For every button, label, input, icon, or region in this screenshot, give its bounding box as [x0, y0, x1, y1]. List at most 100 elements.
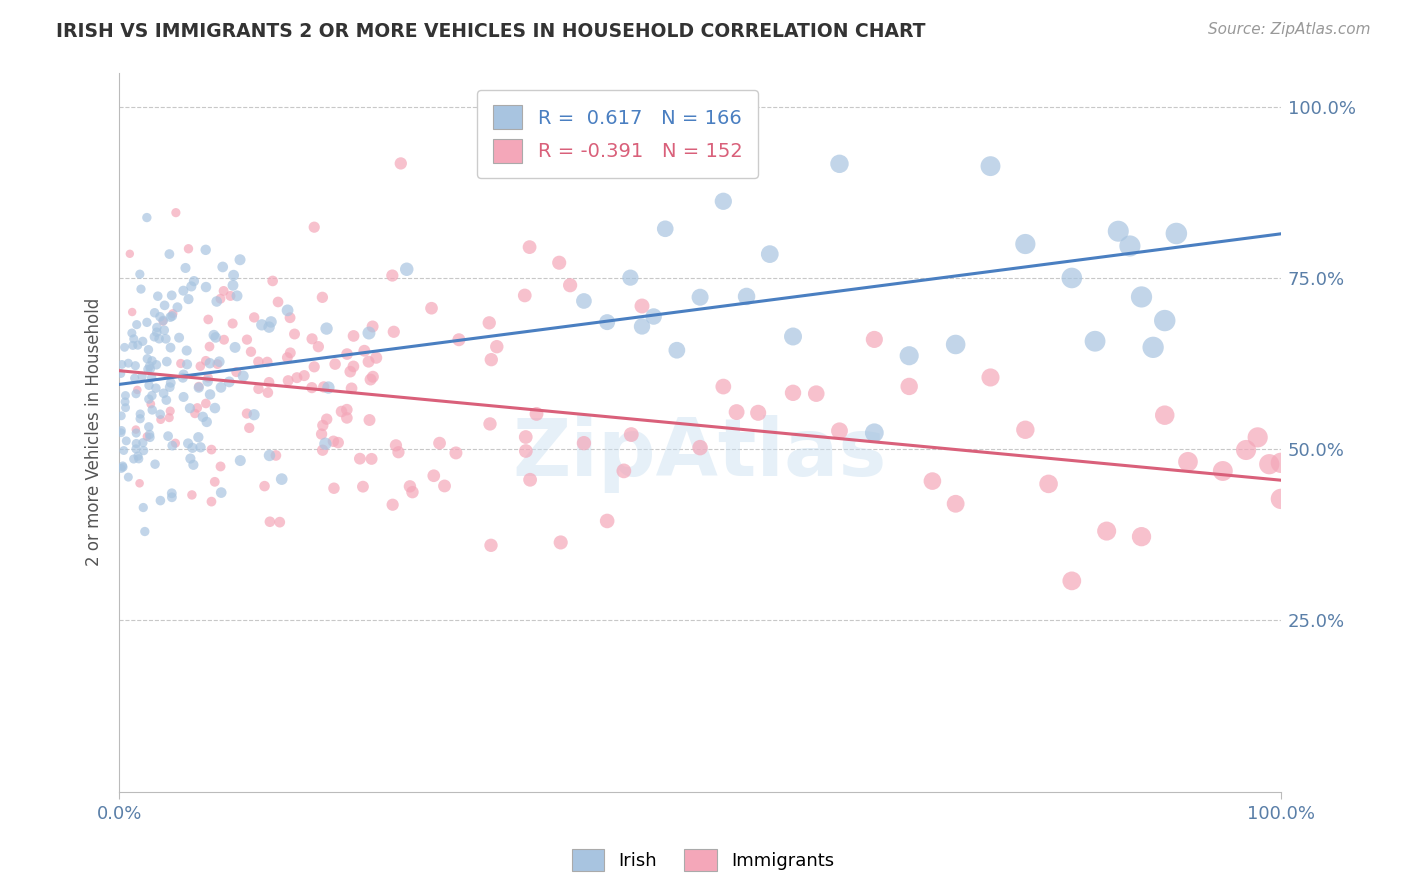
Point: [336, 402, 359, 417]
Point: [160, 486, 183, 500]
Point: [132, 435, 155, 450]
Point: [759, 247, 782, 261]
Point: [301, 381, 323, 395]
Point: [353, 343, 375, 358]
Point: [314, 436, 336, 450]
Point: [433, 479, 456, 493]
Point: [1270, 456, 1292, 470]
Point: [221, 317, 243, 331]
Point: [184, 407, 207, 421]
Point: [1258, 457, 1281, 471]
Point: [139, 397, 162, 411]
Point: [339, 365, 361, 379]
Point: [146, 289, 169, 303]
Point: [349, 451, 371, 466]
Point: [172, 370, 194, 384]
Point: [423, 468, 446, 483]
Text: ZipAtlas: ZipAtlas: [513, 415, 887, 493]
Point: [194, 243, 217, 257]
Point: [218, 375, 240, 389]
Point: [152, 386, 174, 401]
Point: [572, 436, 595, 450]
Point: [366, 351, 388, 365]
Point: [360, 451, 382, 466]
Point: [240, 344, 263, 359]
Point: [124, 359, 146, 373]
Point: [179, 451, 201, 466]
Point: [1060, 574, 1083, 588]
Point: [187, 430, 209, 444]
Point: [212, 284, 235, 298]
Point: [198, 340, 221, 354]
Point: [257, 385, 280, 400]
Point: [129, 282, 152, 296]
Point: [114, 388, 136, 402]
Point: [173, 390, 195, 404]
Point: [146, 320, 169, 334]
Point: [399, 479, 422, 493]
Point: [125, 425, 148, 440]
Point: [253, 479, 276, 493]
Point: [152, 313, 174, 327]
Point: [285, 370, 308, 384]
Point: [121, 305, 143, 319]
Point: [515, 430, 537, 444]
Point: [478, 316, 501, 330]
Point: [125, 436, 148, 450]
Point: [312, 418, 335, 433]
Point: [613, 464, 636, 478]
Point: [211, 260, 233, 274]
Point: [162, 439, 184, 453]
Point: [270, 472, 292, 486]
Point: [620, 427, 643, 442]
Point: [124, 371, 146, 385]
Point: [257, 376, 280, 390]
Point: [262, 274, 284, 288]
Point: [631, 319, 654, 334]
Point: [979, 159, 1001, 173]
Point: [177, 292, 200, 306]
Point: [160, 288, 183, 302]
Point: [643, 310, 665, 324]
Point: [222, 278, 245, 293]
Point: [136, 362, 159, 376]
Point: [323, 357, 346, 371]
Point: [118, 247, 141, 261]
Point: [136, 429, 159, 443]
Point: [125, 318, 148, 332]
Point: [200, 494, 222, 508]
Point: [420, 301, 443, 316]
Point: [1084, 334, 1107, 349]
Legend: R =  0.617   N = 166, R = -0.391   N = 152: R = 0.617 N = 166, R = -0.391 N = 152: [478, 90, 758, 178]
Point: [122, 452, 145, 467]
Point: [323, 481, 346, 495]
Point: [1247, 430, 1270, 444]
Point: [160, 490, 183, 504]
Point: [159, 376, 181, 390]
Point: [513, 288, 536, 302]
Point: [302, 220, 325, 235]
Point: [1130, 290, 1153, 304]
Point: [157, 429, 180, 443]
Point: [148, 332, 170, 346]
Point: [204, 401, 226, 415]
Point: [110, 367, 132, 381]
Point: [550, 535, 572, 549]
Point: [141, 370, 163, 384]
Point: [111, 358, 134, 372]
Point: [135, 211, 157, 225]
Point: [186, 401, 208, 415]
Point: [207, 357, 229, 371]
Point: [114, 340, 136, 354]
Point: [127, 449, 149, 463]
Point: [1153, 313, 1175, 327]
Point: [328, 435, 350, 450]
Point: [212, 333, 235, 347]
Point: [125, 423, 148, 437]
Point: [1014, 423, 1036, 437]
Point: [278, 310, 301, 325]
Point: [444, 446, 467, 460]
Point: [725, 405, 748, 419]
Point: [117, 470, 139, 484]
Point: [269, 515, 291, 529]
